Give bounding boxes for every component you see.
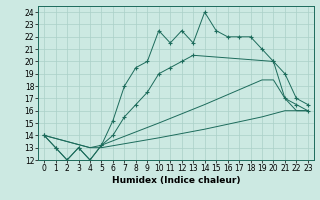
- X-axis label: Humidex (Indice chaleur): Humidex (Indice chaleur): [112, 176, 240, 185]
